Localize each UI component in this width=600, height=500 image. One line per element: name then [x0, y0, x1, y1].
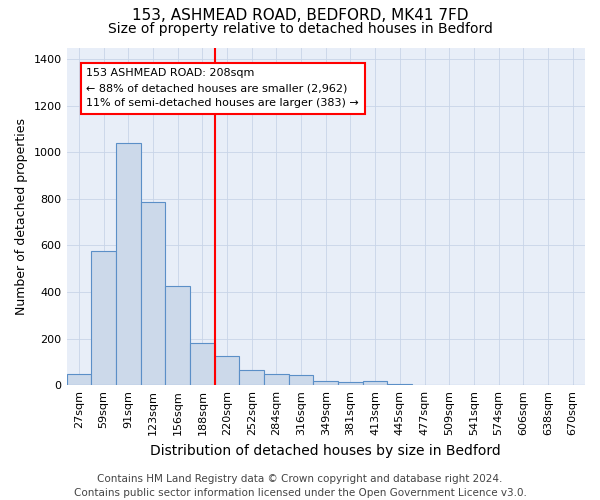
Text: Size of property relative to detached houses in Bedford: Size of property relative to detached ho…	[107, 22, 493, 36]
Bar	[215, 356, 239, 385]
Text: 153 ASHMEAD ROAD: 208sqm
← 88% of detached houses are smaller (2,962)
11% of sem: 153 ASHMEAD ROAD: 208sqm ← 88% of detach…	[86, 68, 359, 108]
Bar	[165, 286, 190, 385]
Bar	[313, 380, 338, 385]
Bar	[239, 370, 264, 385]
Bar	[116, 143, 140, 385]
Text: Contains HM Land Registry data © Crown copyright and database right 2024.
Contai: Contains HM Land Registry data © Crown c…	[74, 474, 526, 498]
Bar	[67, 374, 91, 385]
Bar	[190, 344, 215, 385]
Bar	[91, 252, 116, 385]
Bar	[289, 374, 313, 385]
Bar	[363, 380, 388, 385]
Bar	[338, 382, 363, 385]
Bar	[264, 374, 289, 385]
Bar	[388, 384, 412, 385]
Y-axis label: Number of detached properties: Number of detached properties	[15, 118, 28, 315]
X-axis label: Distribution of detached houses by size in Bedford: Distribution of detached houses by size …	[151, 444, 501, 458]
Text: 153, ASHMEAD ROAD, BEDFORD, MK41 7FD: 153, ASHMEAD ROAD, BEDFORD, MK41 7FD	[132, 8, 468, 22]
Bar	[140, 202, 165, 385]
